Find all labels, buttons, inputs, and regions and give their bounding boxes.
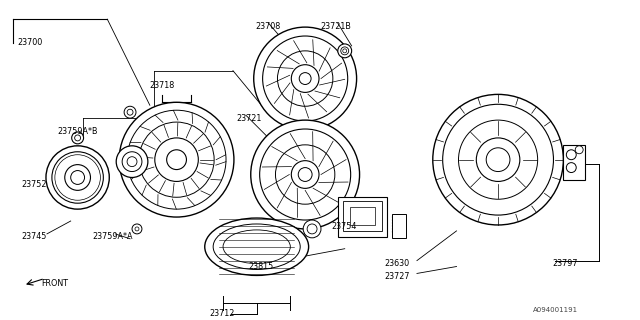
Circle shape [116,146,148,178]
Bar [349,207,376,225]
Circle shape [486,148,510,172]
Circle shape [72,132,84,144]
Text: 23630: 23630 [384,259,410,268]
Text: 23815: 23815 [249,262,274,271]
Circle shape [566,163,576,172]
Circle shape [291,65,319,92]
Circle shape [135,227,139,231]
Circle shape [122,152,142,172]
Text: 23727: 23727 [384,272,410,281]
Circle shape [566,150,576,160]
Circle shape [139,122,214,197]
Text: 23759A*A: 23759A*A [92,232,133,241]
Circle shape [127,110,226,209]
Text: 23745: 23745 [21,232,47,241]
Circle shape [127,109,133,115]
Circle shape [253,27,356,130]
Circle shape [155,138,198,181]
Circle shape [124,106,136,118]
Circle shape [65,164,90,190]
Ellipse shape [205,218,308,276]
Text: 23700: 23700 [17,38,42,47]
Bar [392,214,406,238]
Text: 23752: 23752 [21,180,47,189]
Circle shape [303,220,321,238]
Circle shape [166,150,186,170]
Circle shape [127,157,137,167]
Circle shape [262,36,348,121]
Bar [563,145,585,180]
Circle shape [70,171,84,184]
Circle shape [132,224,142,234]
Circle shape [307,224,317,234]
Circle shape [275,145,335,204]
Circle shape [61,161,95,194]
Circle shape [52,152,103,203]
Circle shape [55,155,100,200]
Circle shape [298,168,312,181]
Circle shape [433,94,563,225]
Circle shape [260,129,351,220]
Ellipse shape [223,230,291,264]
Text: 23759A*B: 23759A*B [58,127,99,136]
Circle shape [46,146,109,209]
Text: FRONT: FRONT [41,279,68,288]
Text: 23708: 23708 [256,22,281,31]
Circle shape [119,102,234,217]
Bar [338,197,387,237]
Circle shape [75,135,81,141]
Circle shape [458,120,538,199]
Circle shape [58,158,97,197]
Circle shape [476,138,520,181]
Text: 23754: 23754 [332,222,357,231]
Text: A094001191: A094001191 [532,307,578,313]
Text: 23718: 23718 [150,81,175,90]
Circle shape [251,120,360,229]
Circle shape [338,44,351,58]
Circle shape [340,47,349,55]
Circle shape [575,146,583,154]
Circle shape [291,161,319,188]
Circle shape [343,49,347,53]
Bar [343,201,382,231]
Circle shape [300,73,311,84]
Text: 23797: 23797 [552,259,578,268]
Text: 23712: 23712 [209,308,235,317]
Circle shape [278,51,333,106]
Text: 23721B: 23721B [320,22,351,31]
Ellipse shape [213,224,300,269]
Circle shape [443,104,554,215]
Text: 23721: 23721 [236,114,261,123]
